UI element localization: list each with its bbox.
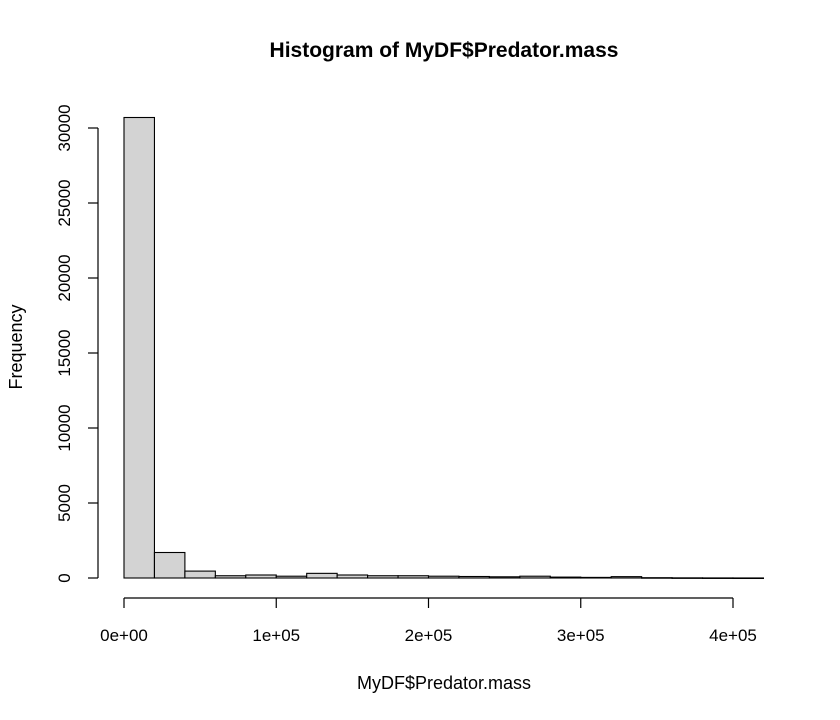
- histogram-bar-20: [701, 577, 734, 579]
- y-tick-label-1: 0: [55, 573, 74, 582]
- histogram-bar-4: [214, 575, 247, 579]
- y-tick-label-5: 20000: [55, 254, 74, 301]
- histogram-bar-7: [306, 572, 338, 579]
- histogram-bar-15: [549, 576, 582, 579]
- y-tick-label-2: 5000: [55, 484, 74, 522]
- histogram-bar-5: [245, 574, 277, 579]
- histogram-bar-18: [641, 577, 673, 579]
- histogram-bar-2: [153, 551, 186, 579]
- histogram-bar-16: [580, 576, 612, 579]
- histogram-bar-9: [367, 575, 399, 579]
- histogram-bar-12: [458, 575, 490, 579]
- histogram-bar-8: [336, 574, 369, 579]
- x-tick-label-2: 1e+05: [252, 626, 300, 645]
- y-axis: 0 5000 10000 15000 20000 25000 30000: [55, 104, 99, 583]
- histogram-bar-19: [671, 577, 704, 579]
- y-axis-label: Frequency: [6, 304, 26, 389]
- y-tick-label-4: 15000: [55, 329, 74, 376]
- x-axis-label: MyDF$Predator.mass: [357, 673, 531, 693]
- histogram-bar-14: [519, 575, 551, 579]
- histogram-bar-1: [123, 116, 156, 579]
- y-tick-label-7: 30000: [55, 104, 74, 151]
- x-tick-label-1: 0e+00: [100, 626, 148, 645]
- histogram-bar-11: [427, 575, 460, 579]
- histogram-bar-13: [488, 576, 521, 579]
- histogram-bar-3: [184, 570, 216, 579]
- x-tick-label-4: 3e+05: [557, 626, 605, 645]
- histogram-bar-21: [732, 577, 765, 580]
- y-tick-label-6: 25000: [55, 179, 74, 226]
- histogram-bar-6: [275, 575, 308, 579]
- x-tick-label-5: 4e+05: [709, 626, 757, 645]
- chart-title: Histogram of MyDF$Predator.mass: [270, 39, 619, 62]
- x-axis: 0e+00 1e+05 2e+05 3e+05 4e+05: [100, 597, 757, 645]
- histogram-bar-10: [397, 575, 430, 579]
- histogram-bars: [123, 116, 765, 580]
- x-tick-label-3: 2e+05: [405, 626, 453, 645]
- y-tick-label-3: 10000: [55, 404, 74, 451]
- histogram-bar-17: [610, 576, 643, 579]
